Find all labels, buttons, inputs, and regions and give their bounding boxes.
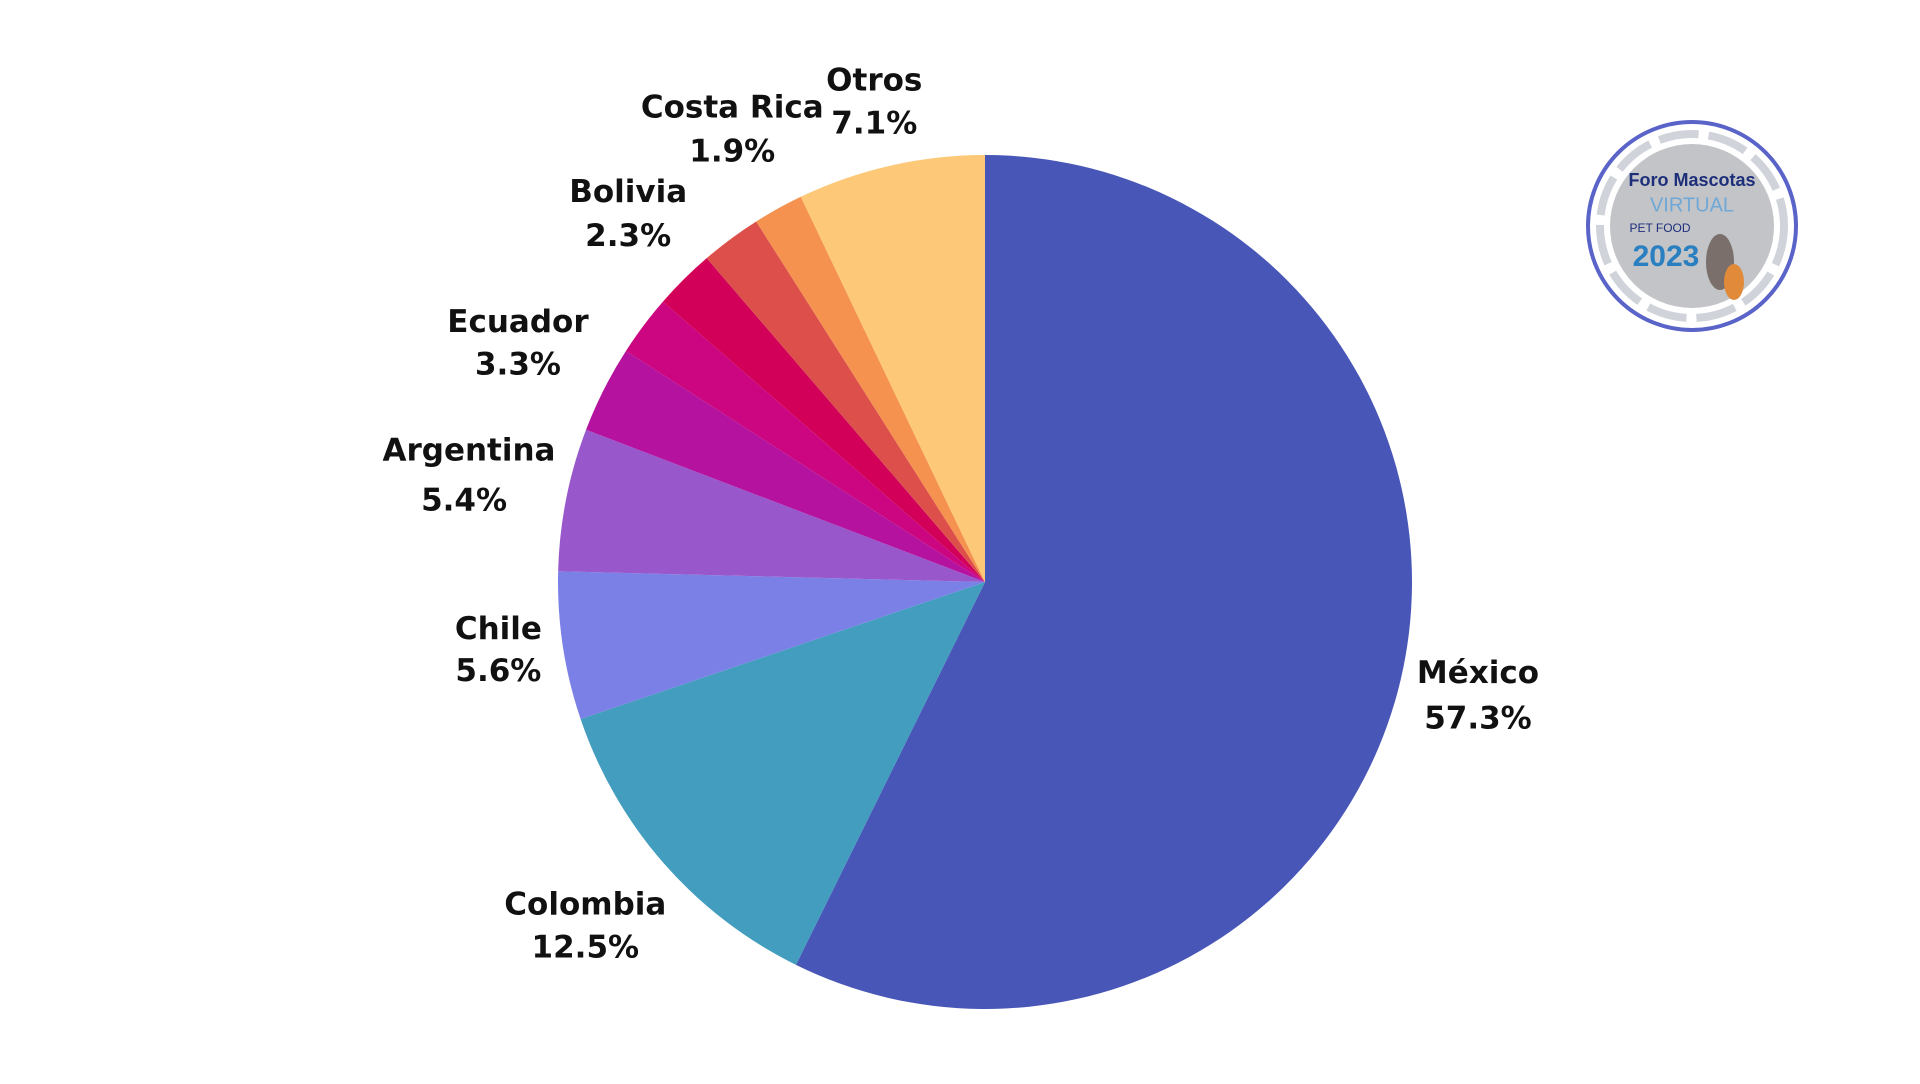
value-label: 12.5%: [532, 929, 640, 965]
value-label: 2.3%: [585, 218, 671, 254]
value-label: 7.1%: [831, 105, 917, 141]
logo: Foro Mascotas VIRTUAL PET FOOD 2023: [1586, 120, 1798, 332]
slice-label: México: [1417, 655, 1539, 691]
slice-label: Colombia: [504, 887, 666, 923]
logo-dash: [1596, 130, 1788, 322]
slice-label: Bolivia: [569, 174, 687, 210]
slice-label: Costa Rica: [641, 89, 824, 125]
value-label: 1.9%: [689, 134, 775, 170]
pie-slice: [795, 155, 1413, 1009]
value-label: 3.3%: [475, 347, 561, 383]
pie-slice: [625, 301, 985, 582]
slice-label: Argentina: [382, 432, 555, 468]
slice-label: Otros: [826, 63, 922, 99]
logo-pets: [1724, 264, 1744, 300]
pie-slice: [662, 258, 985, 582]
logo-subtitle: VIRTUAL: [1650, 194, 1734, 216]
slice-label: Ecuador: [447, 304, 589, 340]
logo-tag: PET FOOD: [1629, 221, 1690, 235]
pie-slice: [557, 571, 985, 720]
pie-slice: [800, 155, 985, 582]
value-label: 5.4%: [421, 483, 507, 519]
logo-year: 2023: [1633, 240, 1700, 273]
pie-slice: [586, 350, 985, 582]
pie-slice: [580, 582, 985, 965]
slice-label: Chile: [455, 611, 542, 647]
value-label: 5.6%: [455, 653, 541, 689]
pie-slice: [756, 196, 985, 582]
pie-slice: [558, 429, 985, 582]
logo-title: Foro Mascotas: [1628, 170, 1755, 190]
pie-slice: [706, 221, 985, 582]
value-label: 57.3%: [1424, 701, 1532, 737]
